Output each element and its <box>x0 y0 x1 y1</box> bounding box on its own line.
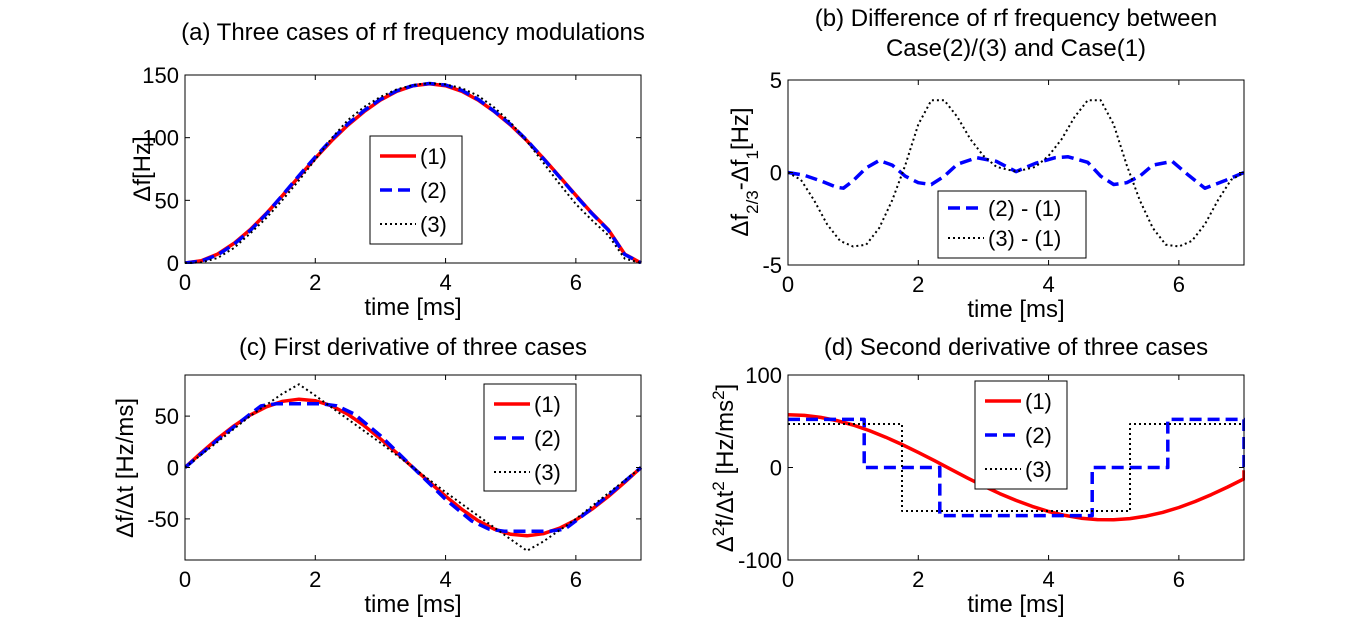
y-tick-label: 5 <box>770 68 782 93</box>
legend: (1) (2) (3) <box>483 383 577 492</box>
y-axis-label-part: Δ <box>712 536 739 552</box>
chart-title: Case(2)/(3) and Case(1) <box>886 35 1146 62</box>
legend-label-3: (3) <box>534 460 561 485</box>
series-line-1 <box>788 413 1245 522</box>
x-tick-label: 0 <box>782 272 794 297</box>
x-axis-label: time [ms] <box>364 591 461 618</box>
y-tick-label: 0 <box>770 161 782 186</box>
x-axis-label: time [ms] <box>967 296 1064 323</box>
y-axis-label-part: [Hz/ms <box>712 400 739 481</box>
x-tick-label: 6 <box>570 270 582 295</box>
y-axis-label-part: 2 <box>709 481 728 490</box>
y-tick-label: 50 <box>155 188 179 213</box>
x-tick-label: 2 <box>912 272 924 297</box>
y-axis-label: Δf[Hz] <box>129 136 156 201</box>
y-axis-label-part: Δf <box>727 214 754 237</box>
legend-label-3: (3) <box>1025 457 1052 482</box>
legend-label-1: (1) <box>1025 389 1052 414</box>
legend-label-2: (3) - (1) <box>988 226 1061 251</box>
x-tick-label: 4 <box>439 270 451 295</box>
series-line-3 <box>185 383 642 552</box>
legend-box <box>937 190 1087 259</box>
series-line-1 <box>788 155 1245 190</box>
x-tick-label: 2 <box>309 567 321 592</box>
x-tick-label: 4 <box>1042 567 1054 592</box>
y-tick-label: 100 <box>142 126 179 151</box>
series-line-2 <box>185 402 642 533</box>
series-group <box>185 81 642 264</box>
x-tick-label: 4 <box>1042 272 1054 297</box>
legend-label-2: (2) <box>1025 423 1052 448</box>
legend-label-2: (2) <box>420 178 447 203</box>
axes-frame <box>184 74 642 264</box>
chart-title: (d) Second derivative of three cases <box>824 334 1208 361</box>
y-axis-label: Δf2/3-Δf1[Hz] <box>727 107 762 236</box>
y-tick-label: 100 <box>745 363 782 388</box>
y-tick-label: -100 <box>738 548 782 573</box>
panel-a: (a) Three cases of rf frequency modulati… <box>129 19 645 321</box>
x-tick-label: 4 <box>439 567 451 592</box>
legend-label-1: (1) <box>534 392 561 417</box>
legend-label-1: (1) <box>420 144 447 169</box>
series-group <box>185 383 642 552</box>
legend: (2) - (1) (3) - (1) <box>937 190 1087 259</box>
panel-c: (c) First derivative of three cases 0 2 4 6 -… <box>112 334 642 618</box>
chart-title: (a) Three cases of rf frequency modulati… <box>181 19 645 46</box>
chart-title: (b) Difference of rf frequency between <box>815 5 1217 32</box>
y-axis-label-part: f/Δt <box>712 490 739 526</box>
y-tick-label: 0 <box>770 456 782 481</box>
x-tick-label: 2 <box>309 270 321 295</box>
x-tick-label: 6 <box>1173 567 1185 592</box>
legend-label-2: (2) <box>534 426 561 451</box>
series-group <box>788 413 1245 522</box>
y-axis-label-part: ] <box>712 384 739 391</box>
legend: (1) (2) (3) <box>369 135 463 245</box>
y-axis-label-part: [Hz] <box>727 107 754 150</box>
y-tick-label: -5 <box>762 253 782 278</box>
series-line-3 <box>788 423 1244 512</box>
y-tick-label: -50 <box>147 507 179 532</box>
x-tick-label: 2 <box>912 567 924 592</box>
y-tick-label: 0 <box>167 456 179 481</box>
y-axis-label-part: 2 <box>709 527 728 536</box>
y-tick-label: 50 <box>155 404 179 429</box>
legend: (1) (2) (3) <box>974 380 1068 490</box>
y-axis-label: Δ2f/Δt2 [Hz/ms2] <box>709 384 740 552</box>
chart-title: (c) First derivative of three cases <box>239 334 587 361</box>
series-line-3 <box>185 82 642 264</box>
series-line-2 <box>788 417 1245 518</box>
x-tick-label: 0 <box>179 567 191 592</box>
y-axis-label-part: 2/3 <box>743 190 762 214</box>
panel-b: (b) Difference of rf frequency between Ca… <box>727 5 1245 323</box>
x-tick-label: 0 <box>179 270 191 295</box>
legend-label-1: (2) - (1) <box>988 196 1061 221</box>
legend-label-3: (3) <box>420 212 447 237</box>
x-tick-label: 6 <box>1173 272 1185 297</box>
panel-d: (d) Second derivative of three cases 0 2 4 6… <box>709 334 1245 618</box>
x-tick-label: 0 <box>782 567 794 592</box>
y-axis-label: Δf/Δt [Hz/ms] <box>112 398 139 538</box>
y-tick-label: 0 <box>167 251 179 276</box>
x-axis-label: time [ms] <box>967 591 1064 618</box>
x-axis-label: time [ms] <box>364 294 461 321</box>
y-tick-label: 150 <box>142 63 179 88</box>
x-tick-label: 6 <box>570 567 582 592</box>
series-group <box>788 99 1245 248</box>
series-line-2 <box>185 81 642 264</box>
y-axis-label-part: 2 <box>709 390 728 399</box>
series-line-2 <box>788 99 1245 248</box>
y-axis-label-part: -Δf <box>727 159 754 190</box>
y-axis-label-part: 1 <box>743 150 762 159</box>
